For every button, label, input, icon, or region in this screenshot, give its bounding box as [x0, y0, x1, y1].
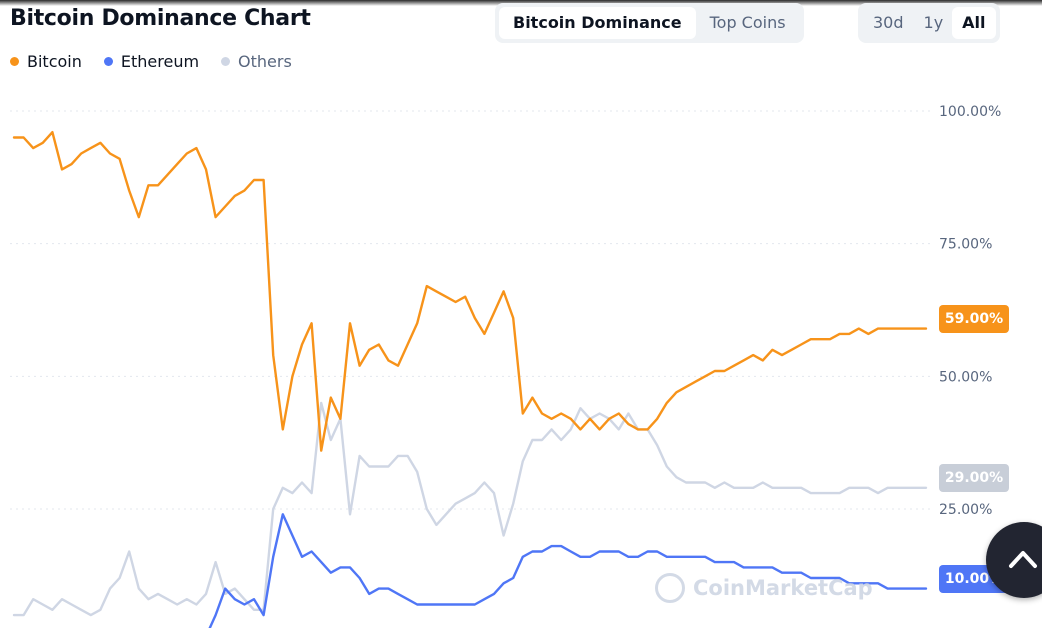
series-line-others[interactable] [12, 401, 928, 617]
legend-item-others[interactable]: Others [221, 52, 292, 71]
coinmarketcap-logo [655, 573, 685, 603]
tab-top-coins[interactable]: Top Coins [709, 13, 786, 32]
legend-item-bitcoin[interactable]: Bitcoin [10, 52, 82, 71]
y-tick-label: 100.00% [939, 104, 1001, 120]
watermark: CoinMarketCap [655, 573, 873, 603]
y-tick-label: 25.00% [939, 502, 992, 518]
scroll-to-top-button[interactable] [986, 522, 1042, 598]
legend-label-bitcoin: Bitcoin [27, 52, 82, 71]
chart-legend: Bitcoin Ethereum Others [10, 52, 292, 71]
chevron-up-icon [1009, 551, 1037, 568]
legend-label-ethereum: Ethereum [120, 52, 200, 71]
legend-dot-others [221, 57, 231, 66]
y-tick-label: 75.00% [939, 237, 992, 253]
range-all[interactable]: All [952, 7, 996, 39]
last-value-badge-bitcoin: 59.00% [939, 305, 1009, 333]
legend-dot-ethereum [103, 57, 113, 66]
y-tick-label: 50.00% [939, 369, 992, 385]
series-line-ethereum[interactable] [14, 513, 928, 628]
legend-label-others: Others [238, 52, 292, 71]
series-line-bitcoin[interactable] [12, 131, 928, 452]
page-title: Bitcoin Dominance Chart [10, 6, 311, 31]
range-switcher: 30d 1y All [858, 3, 1000, 43]
tab-bitcoin-dominance[interactable]: Bitcoin Dominance [499, 7, 696, 39]
watermark-text: CoinMarketCap [693, 576, 873, 600]
legend-dot-bitcoin [10, 57, 19, 66]
view-switcher: Bitcoin Dominance Top Coins [495, 3, 804, 43]
last-value-badge-others: 29.00% [939, 464, 1009, 492]
range-1y[interactable]: 1y [923, 13, 944, 32]
range-30d[interactable]: 30d [873, 13, 904, 32]
legend-item-ethereum[interactable]: Ethereum [103, 52, 200, 71]
